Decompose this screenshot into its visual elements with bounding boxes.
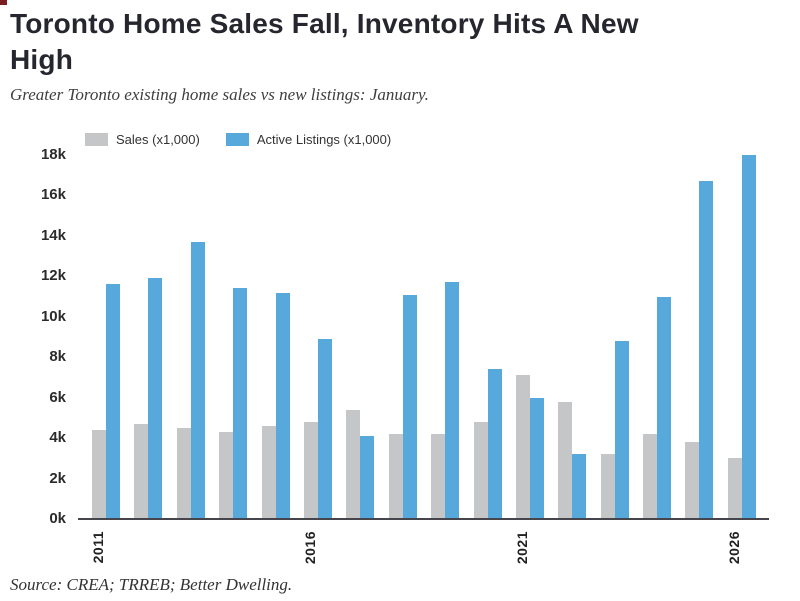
bar-sales-2015 bbox=[261, 426, 276, 519]
bar-sales-2014 bbox=[219, 432, 234, 519]
bar-group-2021: 2021 bbox=[514, 375, 544, 564]
bar-sales-2022 bbox=[558, 402, 573, 519]
bar-listings-2020 bbox=[487, 369, 502, 519]
bar-group-2022 bbox=[558, 402, 587, 519]
bar-group-2014 bbox=[219, 288, 248, 519]
bar-listings-2014 bbox=[233, 288, 248, 519]
bar-listings-2015 bbox=[275, 293, 290, 519]
legend-item-sales: Sales (x1,000) bbox=[85, 132, 200, 147]
bar-group-2012 bbox=[134, 278, 163, 519]
y-axis-label-2k: 2k bbox=[49, 470, 66, 487]
bar-listings-2025 bbox=[699, 181, 714, 519]
legend-label-sales: Sales (x1,000) bbox=[116, 132, 200, 147]
bar-listings-2013 bbox=[190, 242, 205, 519]
bar-listings-2011 bbox=[106, 284, 120, 519]
bar-sales-2016 bbox=[303, 422, 318, 519]
y-axis-label-12k: 12k bbox=[40, 267, 66, 284]
bar-listings-2016 bbox=[317, 339, 332, 519]
x-axis-label-2016: 2016 bbox=[301, 531, 318, 565]
bar-listings-2012 bbox=[148, 278, 163, 519]
bar-listings-2021 bbox=[529, 398, 544, 519]
corner-logo-mark bbox=[0, 0, 7, 5]
legend-label-listings: Active Listings (x1,000) bbox=[256, 132, 392, 147]
bar-sales-2013 bbox=[176, 428, 191, 519]
bar-listings-2019 bbox=[445, 282, 460, 519]
bar-sales-2017 bbox=[346, 410, 361, 519]
title-line-2: High bbox=[10, 44, 74, 75]
y-axis-label-16k: 16k bbox=[40, 186, 66, 203]
y-axis-label-0k: 0k bbox=[49, 510, 66, 527]
bar-sales-2021 bbox=[515, 375, 530, 519]
bar-listings-2017 bbox=[360, 436, 375, 519]
bar-group-2016: 2016 bbox=[302, 339, 332, 564]
y-axis-label-14k: 14k bbox=[40, 227, 66, 244]
plot-area: 2011 2016 2021 2026 bbox=[80, 155, 768, 564]
bar-sales-2023 bbox=[600, 454, 615, 519]
bar-group-2017 bbox=[346, 410, 375, 519]
chart-legend: Sales (x1,000) Active Listings (x1,000) bbox=[85, 132, 391, 147]
bar-sales-2011 bbox=[92, 430, 106, 519]
bar-group-2011: 2011 bbox=[90, 284, 120, 563]
bar-group-2018 bbox=[388, 295, 417, 519]
bar-listings-2024 bbox=[657, 297, 672, 519]
bar-sales-2018 bbox=[388, 434, 403, 519]
y-axis-label-18k: 18k bbox=[40, 146, 66, 163]
bar-group-2023 bbox=[600, 341, 629, 519]
bar-group-2020 bbox=[473, 369, 502, 519]
bar-sales-2020 bbox=[473, 422, 488, 519]
y-axis-label-8k: 8k bbox=[49, 348, 66, 365]
y-axis-label-4k: 4k bbox=[49, 429, 66, 446]
bar-sales-2026 bbox=[727, 458, 742, 519]
bar-sales-2025 bbox=[685, 442, 700, 519]
page-title: Toronto Home Sales Fall, Inventory Hits … bbox=[10, 6, 790, 78]
y-axis-label-10k: 10k bbox=[40, 308, 66, 325]
bar-listings-2022 bbox=[572, 454, 587, 519]
bar-group-2015 bbox=[261, 293, 290, 519]
bar-listings-2023 bbox=[614, 341, 629, 519]
x-axis-label-2026: 2026 bbox=[725, 531, 742, 565]
bar-sales-2012 bbox=[134, 424, 149, 519]
chart-subtitle: Greater Toronto existing home sales vs n… bbox=[10, 85, 429, 104]
bar-group-2025 bbox=[685, 181, 714, 519]
bar-group-2019 bbox=[431, 282, 460, 519]
legend-item-listings: Active Listings (x1,000) bbox=[225, 132, 392, 147]
bar-group-2013 bbox=[176, 242, 205, 519]
x-axis-label-2021: 2021 bbox=[513, 531, 530, 565]
bar-sales-2024 bbox=[643, 434, 658, 519]
bar-group-2024 bbox=[643, 297, 672, 519]
x-axis-label-2011: 2011 bbox=[90, 531, 106, 564]
title-line-1: Toronto Home Sales Fall, Inventory Hits … bbox=[10, 8, 639, 39]
sales-swatch-icon bbox=[85, 133, 108, 146]
bar-listings-2018 bbox=[402, 295, 417, 519]
listings-swatch-icon bbox=[225, 133, 249, 146]
bar-listings-2026 bbox=[741, 155, 756, 519]
bar-group-2026: 2026 bbox=[726, 155, 756, 564]
y-axis-labels: 18k 16k 14k 12k 10k 8k 6k 4k 2k 0k bbox=[20, 0, 66, 601]
y-axis-label-6k: 6k bbox=[49, 389, 66, 406]
source-note: Source: CREA; TRREB; Better Dwelling. bbox=[10, 575, 293, 594]
bar-sales-2019 bbox=[431, 434, 446, 519]
x-axis-line bbox=[78, 518, 769, 520]
